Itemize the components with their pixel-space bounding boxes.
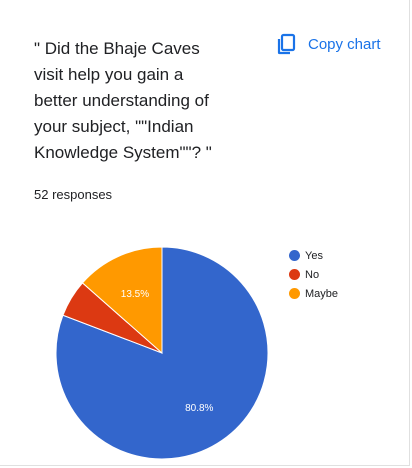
response-count: 52 responses xyxy=(34,187,113,202)
legend-swatch-maybe xyxy=(289,288,300,299)
pie-chart: 80.8% 13.5% xyxy=(55,246,269,460)
legend-label-maybe: Maybe xyxy=(305,287,339,300)
pie-label-yes: 80.8% xyxy=(185,403,213,414)
legend-label-no: No xyxy=(305,268,320,281)
legend-swatch-no xyxy=(289,269,300,280)
legend-item-maybe: Maybe xyxy=(289,284,338,303)
copy-chart-button[interactable]: Copy chart xyxy=(276,33,381,55)
legend-swatch-yes xyxy=(289,250,300,261)
pie-label-maybe: 13.5% xyxy=(121,289,149,300)
legend-label-yes: Yes xyxy=(305,249,323,262)
chart-legend: Yes No Maybe xyxy=(289,246,338,303)
copy-chart-label: Copy chart xyxy=(308,35,381,53)
legend-item-no: No xyxy=(289,265,338,284)
copy-icon xyxy=(276,33,298,55)
legend-item-yes: Yes xyxy=(289,246,338,265)
question-title: " Did the Bhaje Caves visit help you gai… xyxy=(34,39,212,162)
pie-slice-maybe xyxy=(81,246,163,355)
